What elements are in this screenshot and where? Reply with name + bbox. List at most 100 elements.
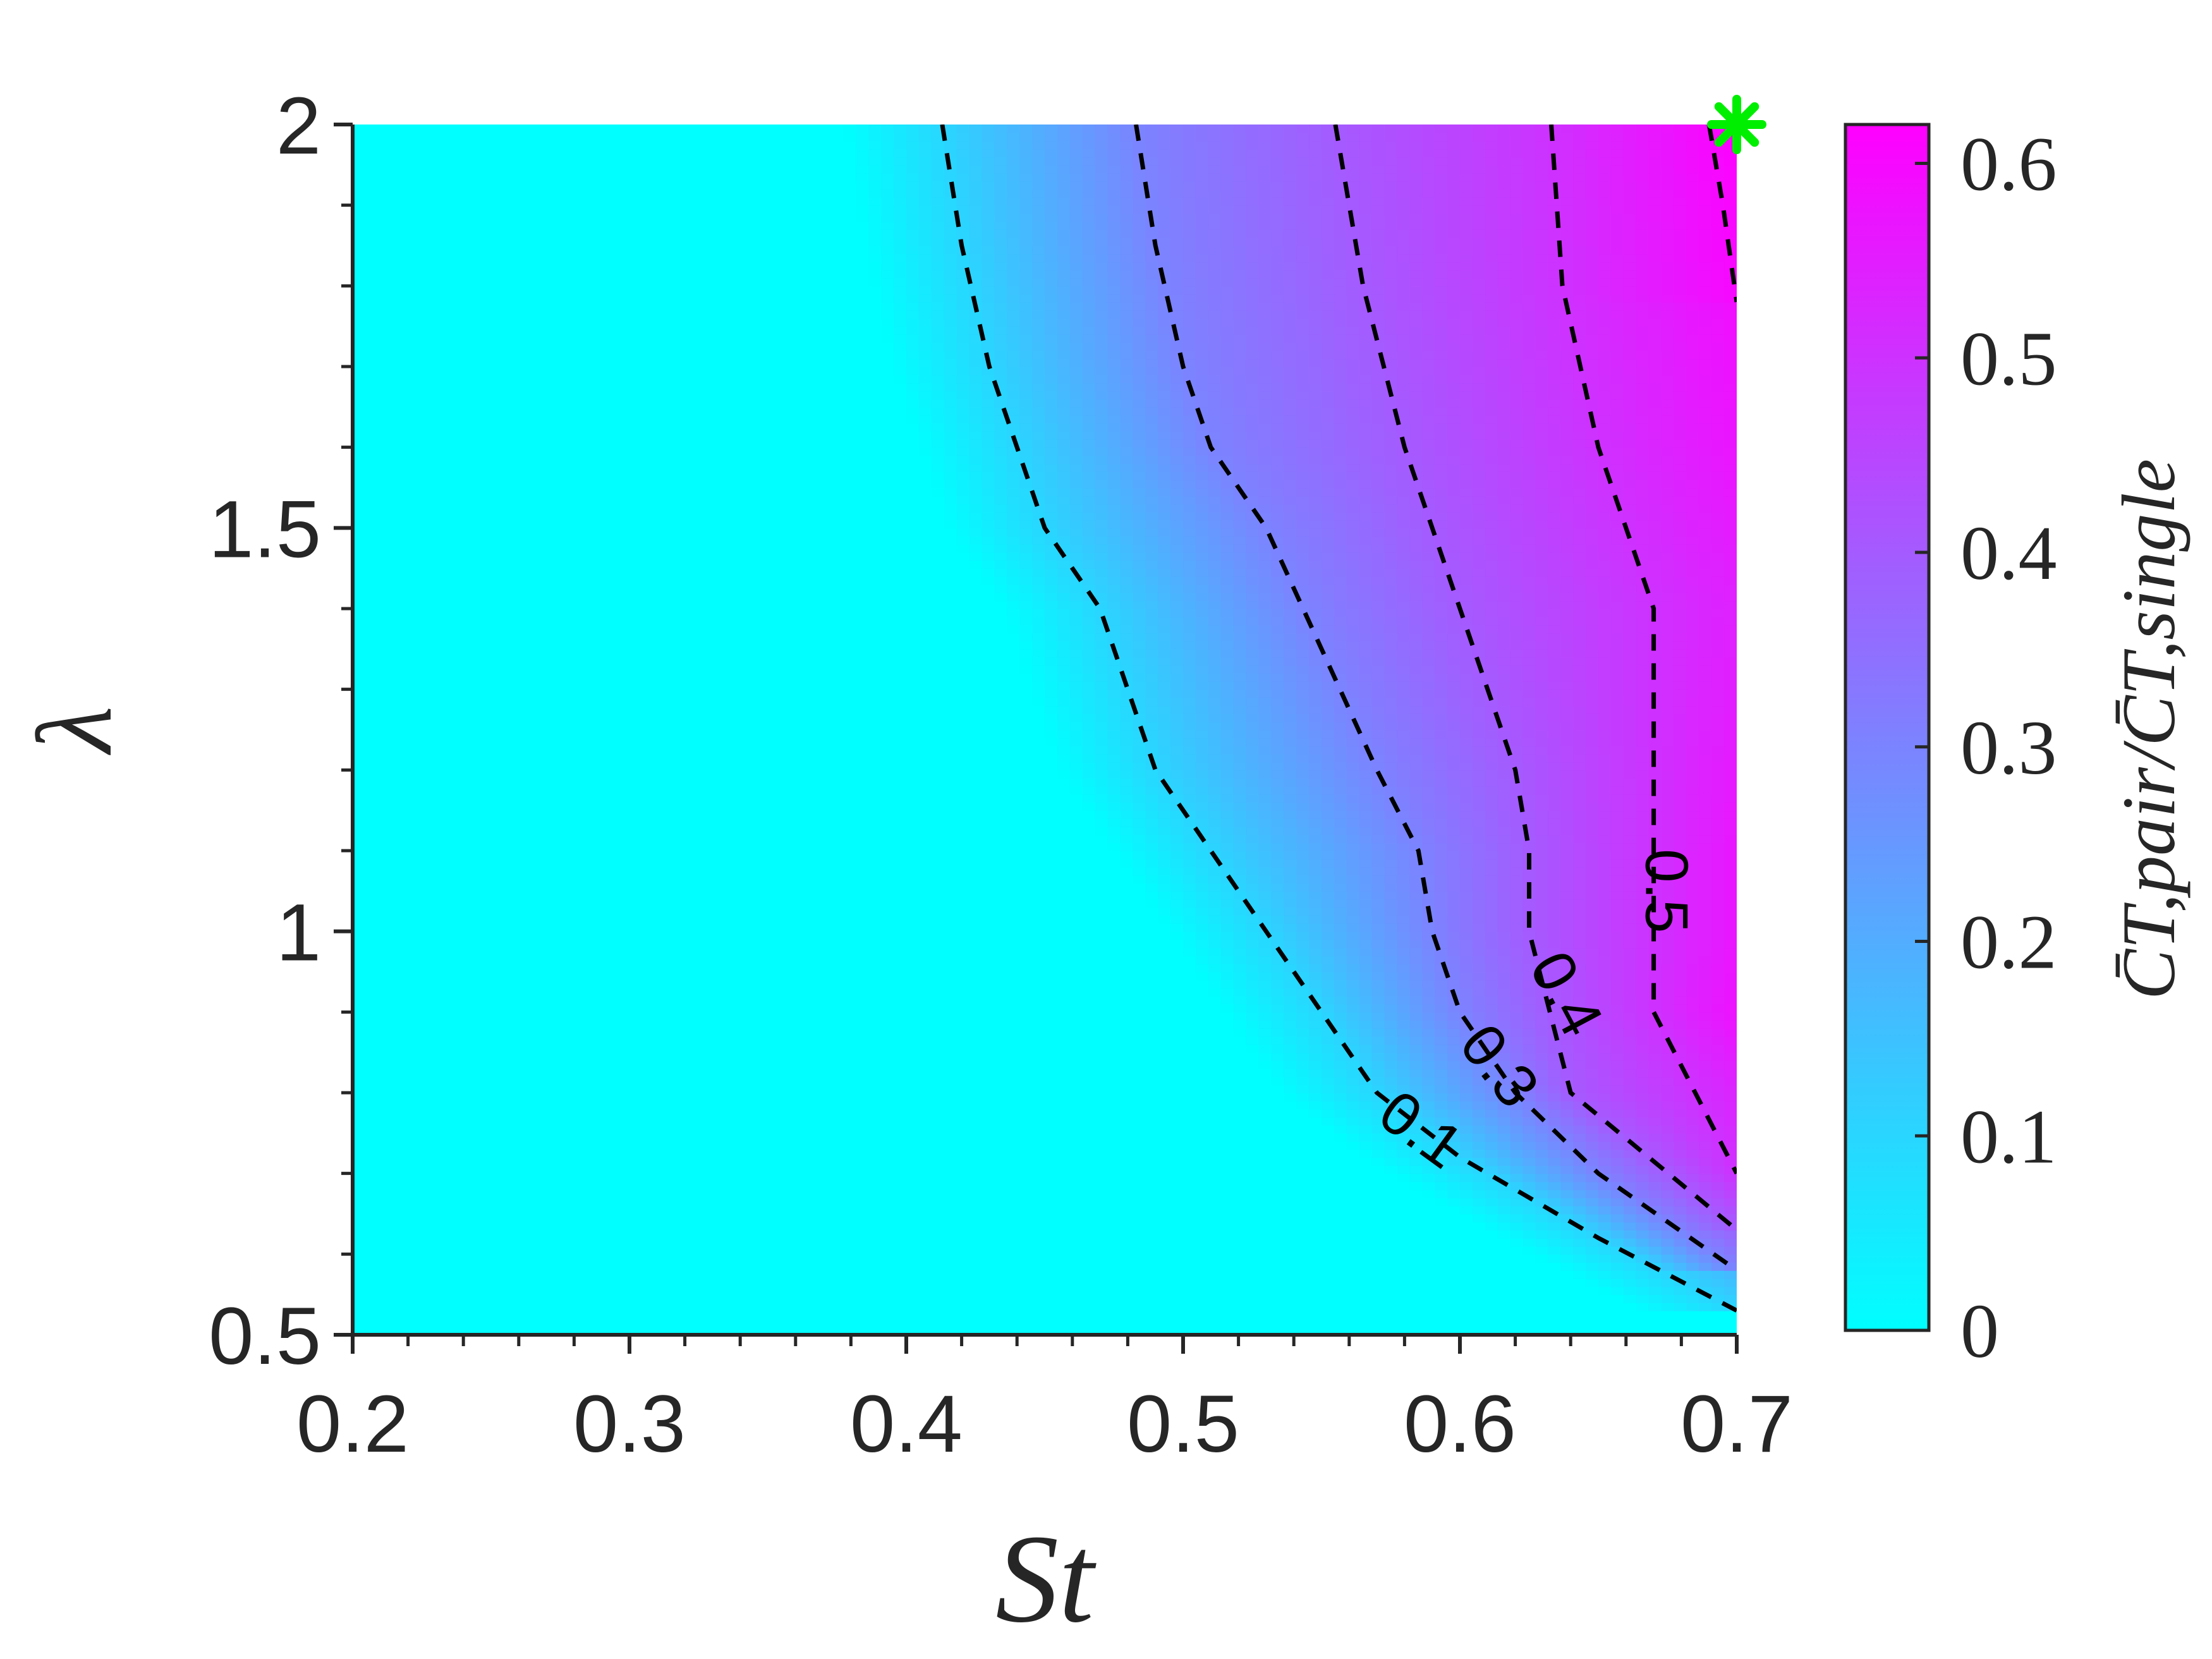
field-cell — [1598, 1044, 1612, 1054]
field-cell — [1648, 504, 1662, 513]
field-cell — [1082, 544, 1096, 553]
field-cell — [1384, 1125, 1398, 1134]
field-cell — [1447, 826, 1461, 836]
field-cell — [1346, 479, 1360, 489]
field-cell — [1711, 1117, 1725, 1126]
field-cell — [1598, 1270, 1612, 1279]
field-cell — [1322, 520, 1335, 529]
field-cell — [1195, 971, 1209, 981]
field-cell — [1573, 1197, 1587, 1206]
field-cell — [1220, 681, 1234, 690]
field-cell — [1535, 600, 1549, 609]
field-cell — [1560, 609, 1574, 617]
field-cell — [1522, 1117, 1536, 1126]
field-cell — [1485, 544, 1498, 553]
field-cell — [1623, 1060, 1637, 1069]
field-cell — [1309, 875, 1322, 884]
field-cell — [1296, 866, 1310, 876]
field-cell — [1623, 931, 1637, 940]
field-cell — [1334, 544, 1347, 553]
field-cell — [1548, 609, 1562, 617]
field-cell — [1322, 746, 1335, 755]
field-cell — [1548, 1085, 1562, 1093]
field-cell — [1384, 931, 1398, 940]
field-cell — [1284, 746, 1297, 755]
field-cell — [1284, 778, 1297, 787]
field-cell — [1447, 536, 1461, 545]
field-cell — [1623, 1052, 1637, 1061]
field-cell — [1246, 487, 1260, 497]
field-cell — [1246, 568, 1260, 577]
field-cell — [1019, 665, 1033, 674]
field-cell — [1220, 584, 1234, 593]
field-cell — [1322, 955, 1335, 964]
field-cell — [1384, 858, 1398, 868]
field-cell — [1258, 1028, 1272, 1037]
field-cell — [1195, 641, 1209, 650]
field-cell — [1246, 697, 1260, 707]
field-cell — [1661, 1302, 1675, 1311]
field-cell — [1170, 520, 1184, 529]
field-cell — [1535, 648, 1549, 658]
field-cell — [1548, 520, 1562, 529]
field-cell — [1208, 834, 1222, 844]
field-cell — [1699, 753, 1713, 763]
field-cell — [1472, 504, 1486, 513]
field-cell — [1724, 883, 1737, 892]
field-cell — [1359, 423, 1373, 432]
field-cell — [1371, 624, 1385, 634]
field-cell — [1346, 495, 1360, 505]
field-cell — [1422, 600, 1436, 609]
field-cell — [1359, 1100, 1373, 1110]
field-cell — [1674, 560, 1687, 569]
field-cell — [1661, 544, 1675, 553]
field-cell — [1069, 648, 1083, 658]
field-cell — [1069, 681, 1083, 690]
field-cell — [1548, 1068, 1562, 1078]
field-cell — [1560, 1165, 1574, 1174]
field-cell — [1560, 947, 1574, 956]
field-cell — [1322, 786, 1335, 795]
field-cell — [994, 584, 1008, 593]
field-cell — [1057, 697, 1071, 707]
field-cell — [1686, 729, 1700, 739]
field-cell — [1384, 1004, 1398, 1013]
field-cell — [1548, 915, 1562, 924]
field-cell — [1384, 673, 1398, 682]
field-cell — [1435, 1020, 1449, 1029]
field-cell — [1661, 1020, 1675, 1029]
field-cell — [1195, 600, 1209, 609]
field-cell — [1422, 858, 1436, 868]
field-cell — [1397, 1044, 1411, 1054]
field-cell — [1208, 980, 1222, 989]
field-cell — [1711, 770, 1725, 779]
field-cell — [1435, 770, 1449, 779]
field-cell — [1095, 495, 1109, 505]
field-cell — [1435, 705, 1449, 714]
field-cell — [1284, 802, 1297, 811]
field-cell — [994, 568, 1008, 577]
field-cell — [1573, 544, 1587, 553]
field-cell — [1435, 609, 1449, 617]
field-cell — [1409, 1125, 1423, 1134]
field-cell — [1623, 883, 1637, 892]
field-cell — [1699, 423, 1713, 432]
field-cell — [1007, 495, 1021, 505]
field-cell — [1145, 778, 1159, 787]
field-cell — [994, 600, 1008, 609]
field-cell — [1522, 762, 1536, 771]
field-cell — [1019, 616, 1033, 626]
field-cell — [1724, 1060, 1737, 1069]
field-cell — [1674, 600, 1687, 609]
field-cell — [1183, 890, 1196, 900]
field-cell — [1170, 746, 1184, 755]
field-cell — [1711, 1036, 1725, 1045]
field-cell — [1472, 818, 1486, 827]
field-cell — [1246, 624, 1260, 634]
field-cell — [1598, 746, 1612, 755]
field-cell — [1485, 762, 1498, 771]
field-cell — [1334, 600, 1347, 609]
field-cell — [1598, 616, 1612, 626]
field-cell — [1535, 1068, 1549, 1078]
field-cell — [1435, 753, 1449, 763]
